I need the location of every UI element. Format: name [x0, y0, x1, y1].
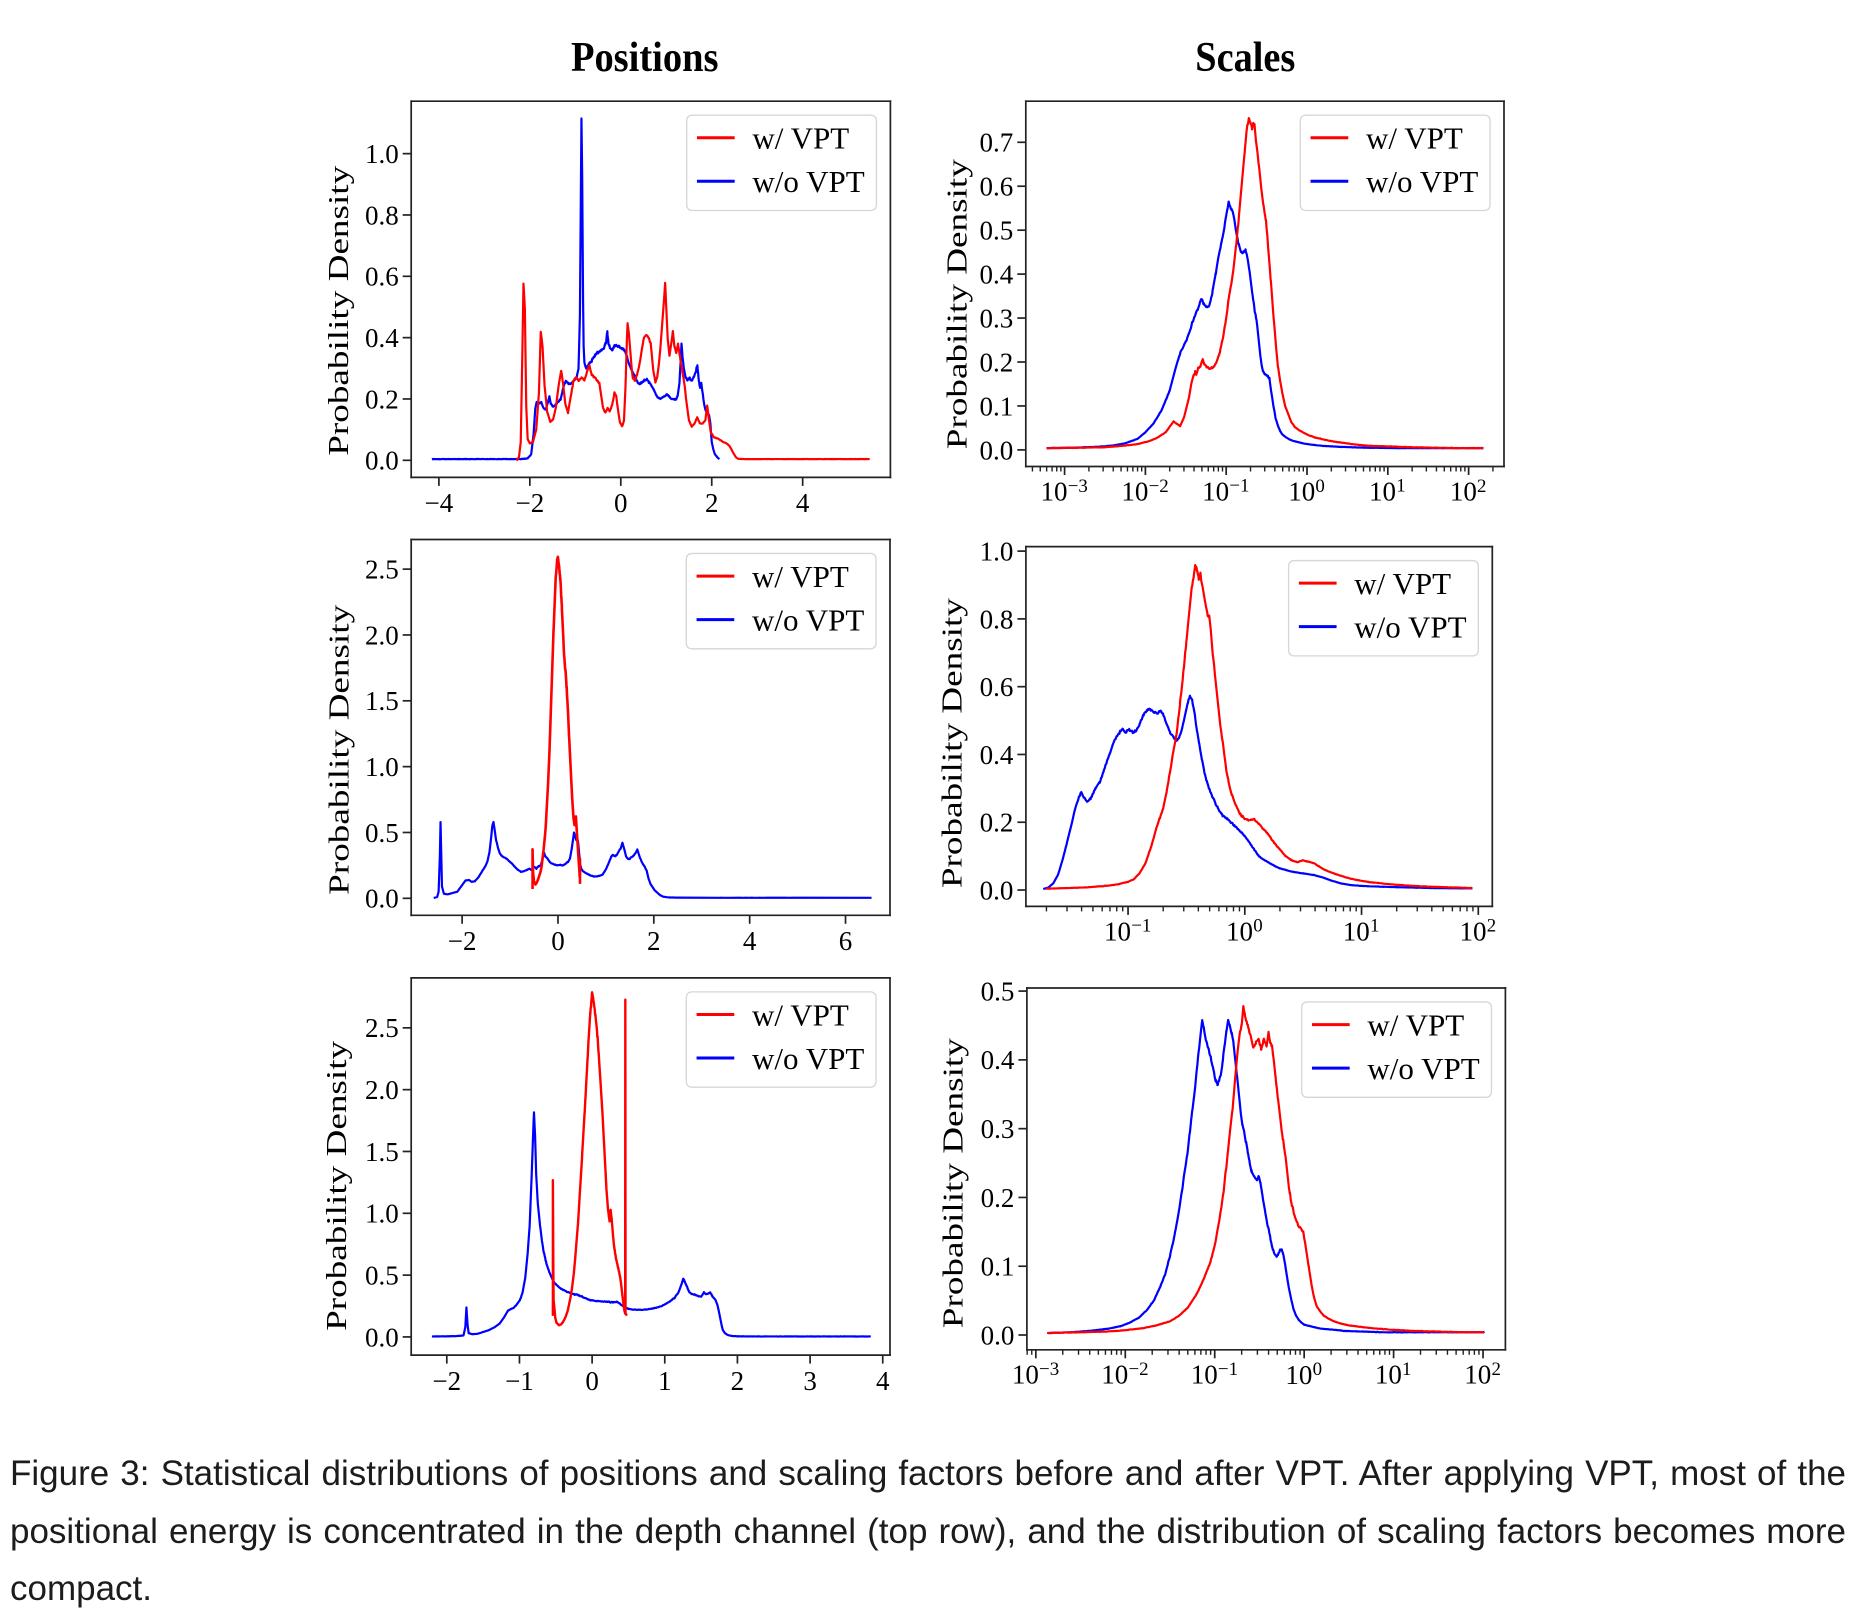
svg-text:0.1: 0.1: [980, 391, 1014, 421]
svg-text:Probability Density: Probability Density: [321, 1040, 353, 1331]
svg-text:1 0 −: 1 0 − 1: [1191, 1359, 1238, 1390]
svg-text:0.6: 0.6: [980, 172, 1014, 202]
svg-text:0.4: 0.4: [981, 1045, 1015, 1075]
svg-text:Probability Density: Probability Density: [942, 159, 974, 450]
svg-text:0.5: 0.5: [980, 216, 1014, 246]
svg-text:w/ VPT: w/ VPT: [752, 559, 849, 594]
svg-text:Probability Density: Probability Density: [323, 165, 355, 456]
svg-text:1.0: 1.0: [365, 752, 399, 782]
svg-text:1.5: 1.5: [365, 686, 399, 716]
svg-text:1: 1: [658, 1366, 672, 1396]
svg-text:1 0 0: 1 0 0: [1285, 1359, 1322, 1390]
svg-text:2: 2: [705, 488, 719, 518]
svg-text:−2: −2: [432, 1366, 461, 1396]
svg-text:1 0 −: 1 0 − 1: [1104, 916, 1151, 947]
svg-text:1 0 2: 1 0 2: [1450, 476, 1487, 507]
svg-text:0.2: 0.2: [365, 384, 399, 414]
svg-text:0.0: 0.0: [365, 1322, 399, 1352]
svg-text:1 0 0: 1 0 0: [1226, 916, 1263, 947]
svg-text:0.0: 0.0: [365, 446, 399, 476]
svg-text:Scales: Scales: [1195, 35, 1295, 81]
svg-text:w/ VPT: w/ VPT: [1367, 1007, 1464, 1042]
svg-text:2.0: 2.0: [365, 620, 399, 650]
svg-text:4: 4: [743, 926, 757, 956]
svg-text:2.5: 2.5: [365, 554, 399, 584]
svg-text:Probability Density: Probability Density: [937, 597, 969, 888]
svg-text:1.0: 1.0: [365, 139, 399, 169]
svg-text:4: 4: [796, 488, 810, 518]
svg-text:0.8: 0.8: [365, 200, 399, 230]
svg-text:Probability Density: Probability Density: [323, 604, 355, 895]
svg-text:1 0 −: 1 0 − 3: [1041, 476, 1088, 507]
svg-text:−2: −2: [515, 488, 544, 518]
svg-text:1 0 0: 1 0 0: [1288, 476, 1325, 507]
svg-text:1.0: 1.0: [365, 1199, 399, 1229]
svg-text:w/ VPT: w/ VPT: [752, 121, 849, 156]
svg-text:0: 0: [614, 488, 628, 518]
svg-text:0.2: 0.2: [980, 347, 1014, 377]
svg-text:1.5: 1.5: [365, 1137, 399, 1167]
svg-text:1 0 −: 1 0 − 1: [1202, 476, 1249, 507]
svg-text:1 0 −: 1 0 − 3: [1012, 1359, 1059, 1390]
svg-text:Probability Density: Probability Density: [937, 1038, 969, 1329]
svg-text:w/ VPT: w/ VPT: [1366, 121, 1463, 156]
svg-text:−4: −4: [425, 488, 454, 518]
svg-text:0.3: 0.3: [980, 303, 1014, 333]
svg-text:0.4: 0.4: [980, 740, 1014, 770]
svg-text:0: 0: [551, 926, 565, 956]
svg-text:2.5: 2.5: [365, 1013, 399, 1043]
svg-text:1 0 −: 1 0 − 2: [1101, 1359, 1148, 1390]
svg-text:1 0 −: 1 0 − 2: [1121, 476, 1168, 507]
svg-text:0.8: 0.8: [980, 604, 1014, 634]
svg-text:0.6: 0.6: [980, 672, 1014, 702]
svg-text:0.4: 0.4: [980, 259, 1014, 289]
svg-text:1.0: 1.0: [980, 536, 1014, 566]
svg-text:w/ VPT: w/ VPT: [1354, 566, 1451, 601]
svg-text:2: 2: [647, 926, 661, 956]
svg-text:−1: −1: [505, 1366, 534, 1396]
svg-text:0.5: 0.5: [981, 976, 1015, 1006]
svg-text:0.0: 0.0: [365, 884, 399, 914]
svg-text:w/o VPT: w/o VPT: [752, 602, 864, 637]
svg-text:0.4: 0.4: [365, 323, 399, 353]
svg-text:0.7: 0.7: [980, 128, 1014, 158]
svg-text:0.0: 0.0: [981, 1320, 1015, 1350]
svg-text:2: 2: [731, 1366, 745, 1396]
svg-text:3: 3: [803, 1366, 817, 1396]
svg-text:0.1: 0.1: [981, 1252, 1015, 1282]
svg-text:4: 4: [876, 1366, 890, 1396]
svg-text:1 0 1: 1 0 1: [1369, 476, 1406, 507]
svg-text:1 0 2: 1 0 2: [1460, 916, 1497, 947]
svg-text:0.0: 0.0: [980, 435, 1014, 465]
svg-text:2.0: 2.0: [365, 1075, 399, 1105]
svg-text:0.5: 0.5: [365, 1260, 399, 1290]
svg-text:0.5: 0.5: [365, 818, 399, 848]
svg-text:w/o VPT: w/o VPT: [752, 164, 864, 199]
svg-text:−2: −2: [448, 926, 477, 956]
svg-text:0.3: 0.3: [981, 1114, 1015, 1144]
svg-text:w/o VPT: w/o VPT: [752, 1041, 864, 1076]
svg-text:1 0 1: 1 0 1: [1375, 1359, 1412, 1390]
svg-text:0.2: 0.2: [980, 808, 1014, 838]
svg-text:6: 6: [839, 926, 853, 956]
svg-text:1 0 2: 1 0 2: [1464, 1359, 1501, 1390]
svg-text:1 0 1: 1 0 1: [1343, 916, 1380, 947]
svg-text:0: 0: [585, 1366, 599, 1396]
svg-text:Positions: Positions: [571, 35, 719, 81]
svg-text:w/ VPT: w/ VPT: [752, 997, 849, 1032]
svg-text:0.6: 0.6: [365, 262, 399, 292]
svg-text:w/o VPT: w/o VPT: [1366, 164, 1478, 199]
svg-text:0.2: 0.2: [981, 1183, 1015, 1213]
svg-text:w/o VPT: w/o VPT: [1354, 610, 1466, 645]
svg-text:0.0: 0.0: [980, 875, 1014, 905]
svg-text:w/o VPT: w/o VPT: [1367, 1051, 1479, 1086]
